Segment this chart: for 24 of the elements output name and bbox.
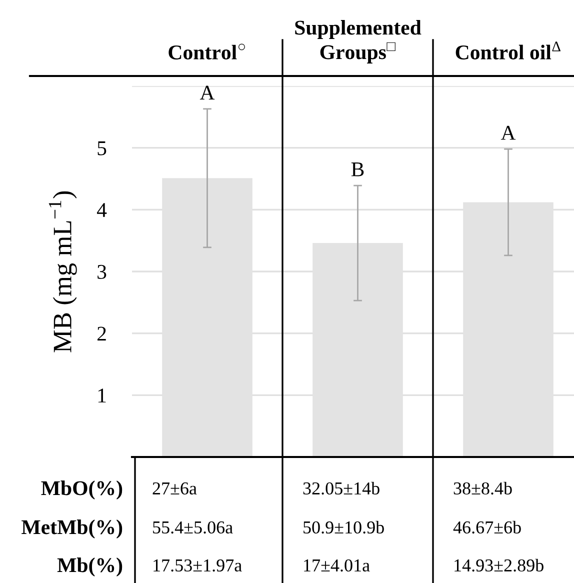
text: 14.93±2.89b xyxy=(454,558,544,572)
x-tick-label: Control$^{○}$ xyxy=(168,44,245,60)
text: 17.53±1.97a xyxy=(154,559,242,572)
x-tick-label: Control oil$^{Δ}$ xyxy=(456,42,560,60)
y-tick-label: 3 xyxy=(98,264,106,279)
text: MetMb(%) xyxy=(22,520,122,538)
text: 27±6a xyxy=(152,482,197,495)
annotation: B xyxy=(351,162,364,176)
y-tick-label: 5 xyxy=(98,141,106,156)
x-tick-label: Supplemented Groups$^{□}$ xyxy=(295,20,422,64)
text: 38±8.4b xyxy=(454,482,512,495)
text: 55.4±5.06a xyxy=(153,521,233,534)
annotation: A xyxy=(500,126,516,140)
text: Mb(%) xyxy=(57,558,122,576)
text: 32.05±14b xyxy=(303,482,380,495)
y-axis-title: MB (mg mL$^{−1}$) xyxy=(48,191,77,352)
y-tick-label: 2 xyxy=(98,326,106,341)
annotation: A xyxy=(200,86,215,100)
text: 17±4.01a xyxy=(304,559,370,572)
y-tick-label: 4 xyxy=(96,203,107,217)
y-tick-label: 1 xyxy=(98,388,106,402)
text: MbO(%) xyxy=(41,480,122,500)
text: 50.9±10.9b xyxy=(304,520,384,534)
text: 46.67±6b xyxy=(453,520,521,534)
